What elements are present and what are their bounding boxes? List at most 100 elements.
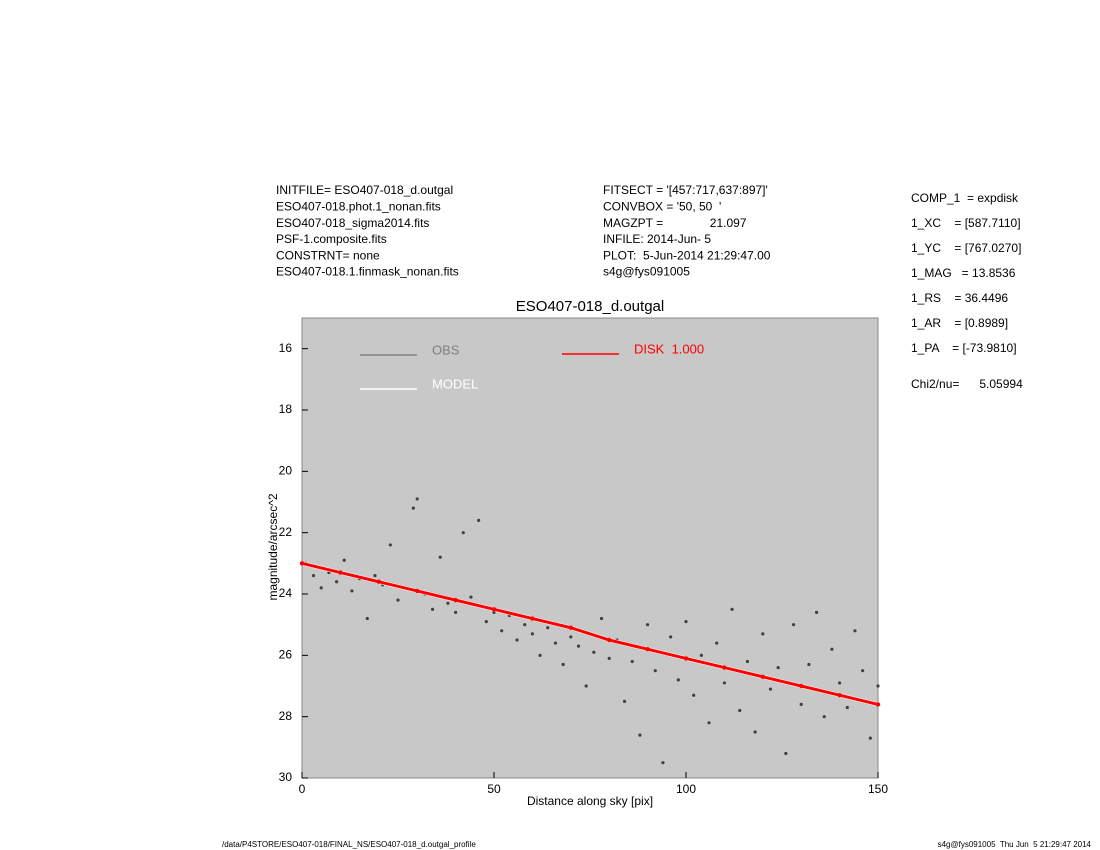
info-line: CONVBOX = '50, 50 ' [603,199,721,213]
obs-point [477,518,481,523]
x-tick-label: 50 [487,782,501,796]
obs-point [569,635,573,639]
param-line: 1_PA = [-73.9810] [911,341,1017,355]
obs-point [853,629,857,633]
obs-point [469,595,473,599]
obs-point [311,574,316,578]
y-tick-label: 18 [279,402,293,416]
obs-point [438,555,442,559]
obs-point [861,669,865,673]
obs-point [500,629,504,633]
obs-point [350,589,354,593]
info-line: ESO407-018.1.finmask_nonan.fits [276,265,459,279]
obs-point [730,607,734,611]
obs-point [646,623,650,627]
obs-point [523,623,527,627]
y-axis-label: magnitude/arcsec^2 [266,493,280,600]
obs-point [584,684,588,688]
obs-point [722,681,727,685]
info-line: PSF-1.composite.fits [276,232,387,246]
obs-point [415,497,419,501]
obs-point [622,699,627,703]
obs-point [599,616,604,621]
model-line [301,561,879,706]
y-tick-label: 30 [279,770,293,784]
obs-point [784,751,788,756]
footer-right: s4g@fys091005 Thu Jun 5 21:29:47 2014 [938,840,1092,849]
obs-point [492,610,496,615]
y-tick-label: 16 [279,341,293,355]
obs-point [515,638,519,642]
obs-point [761,632,765,636]
obs-point [365,616,369,621]
obs-point [676,678,680,682]
obs-point [776,666,780,670]
legend-label: MODEL [432,376,478,391]
info-line: INITFILE= ESO407-018_d.outgal [276,183,453,197]
obs-point [699,653,703,657]
info-line: FITSECT = '[457:717,637:897]' [603,183,768,197]
obs-point [768,687,773,691]
param-line: 1_MAG = 13.8536 [911,266,1016,280]
info-line: ESO407-018_sigma2014.fits [276,216,429,230]
chi2: Chi2/nu= 5.05994 [911,377,1023,391]
obs-point [388,543,392,547]
obs-point [561,662,565,667]
obs-point [538,653,542,657]
info-line: INFILE: 2014-Jun- 5 [603,232,711,246]
y-tick-label: 20 [279,464,293,478]
info-line: s4g@fys091005 [603,265,690,279]
info-line: ESO407-018.phot.1_nonan.fits [276,199,441,213]
x-tick-label: 0 [299,782,306,796]
obs-point [845,705,849,710]
obs-point [669,635,673,639]
obs-point [334,580,339,584]
info-line: PLOT: 5-Jun-2014 21:29:47.00 [603,248,771,262]
obs-point [576,644,581,648]
footer-left: /data/P4STORE/ESO407-018/FINAL_NS/ESO407… [222,840,476,849]
x-tick-label: 150 [868,782,888,796]
obs-point [807,662,811,667]
obs-point [373,574,377,578]
y-tick-label: 28 [279,709,293,723]
x-tick-label: 100 [676,782,696,796]
obs-point [484,620,488,624]
obs-point [814,610,819,615]
obs-point [830,647,834,651]
plot-area [301,317,879,779]
obs-point [707,721,711,725]
obs-point [653,669,657,673]
obs-point [530,632,535,636]
param-line: 1_RS = 36.4496 [911,291,1008,305]
param-line: COMP_1 = expdisk [911,191,1019,205]
obs-point [553,641,558,645]
obs-point [638,733,642,737]
obs-point [607,656,611,661]
obs-point [876,684,880,688]
obs-point [430,607,435,611]
obs-point [630,659,634,664]
chart-title: ESO407-018_d.outgal [516,298,664,315]
info-line: MAGZPT = 21.097 [603,216,747,230]
obs-point [838,681,842,685]
obs-point [454,610,458,615]
obs-point [692,693,696,697]
obs-point [868,736,872,740]
param-line: 1_AR = [0.8989] [911,316,1008,330]
legend-label: DISK 1.000 [634,341,704,356]
obs-point [791,623,796,627]
obs-point [342,558,346,562]
info-line: CONSTRNT= none [276,248,380,262]
y-tick-label: 26 [279,648,293,662]
obs-point [753,730,757,734]
obs-point [745,659,750,664]
obs-point [592,650,596,654]
obs-point [461,531,465,535]
legend-label: OBS [432,342,460,357]
obs-point [715,641,719,645]
y-tick-label: 24 [279,586,293,600]
obs-point [319,586,323,590]
obs-point [684,620,688,624]
obs-point [396,598,400,602]
